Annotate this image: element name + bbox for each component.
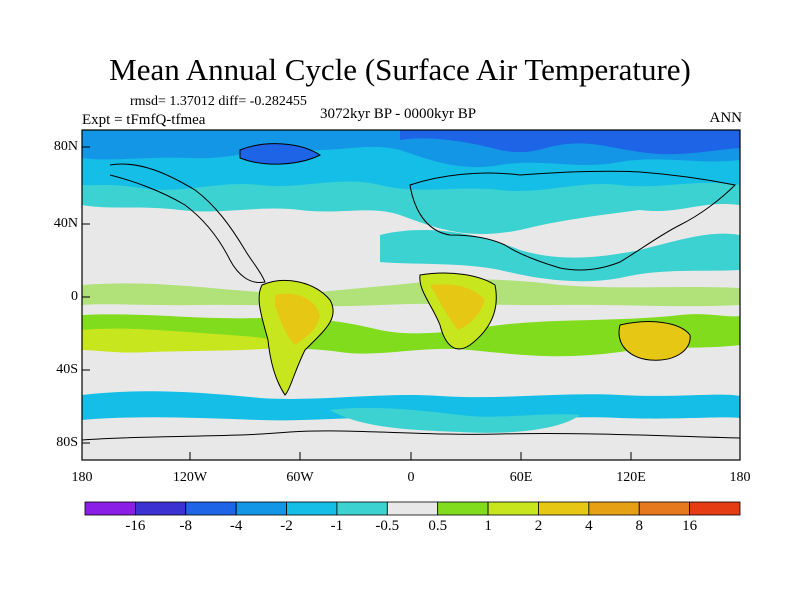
colorbar-label: 0.5 [428,518,448,534]
colorbar-swatch [588,501,640,516]
colorbar-swatch [134,501,187,516]
coastlines [82,143,740,441]
africa-warmer [430,284,485,330]
axis-ticks [82,146,632,460]
antarctic-cool-patch [330,407,580,433]
colorbar-swatch [386,501,439,516]
period-label: 3072kyr BP - 0000kyr BP [320,106,477,122]
lon-label-120w: 120W [172,470,208,485]
arctic-coldest [400,130,740,155]
amazon-warmer [275,293,320,345]
lat-label-80n: 80N [53,139,78,154]
colorbar-swatch [286,501,338,516]
colorbar-swatch [538,501,590,516]
lat-label-80s: 80S [56,435,78,450]
lat-label-0: 0 [71,289,78,304]
lon-label-180e: 180 [729,470,751,485]
colorbar-swatch [235,501,287,516]
colorbar-label: -16 [125,518,146,534]
stats-text: rmsd= 1.37012 diff= -0.282455 [130,94,307,109]
australia-warm [619,321,691,361]
lon-label-0: 0 [407,470,415,485]
colorbar-label: 4 [585,518,593,534]
lat-label-40n: 40N [53,216,78,231]
colorbar-label: 1 [484,518,492,534]
colorbar-label: -0.5 [375,518,400,534]
colorbar-label: -1 [330,518,344,534]
south-pacific-warm [82,328,300,353]
colorbar-swatch [84,501,136,516]
colorbar-label: -4 [229,518,243,534]
midlat-cool [380,230,740,282]
season-label: ANN [709,110,743,126]
colorbar-swatch [638,501,691,516]
colorbar-label: -8 [179,518,193,534]
colorbar-swatch [185,501,237,516]
lon-label-60e: 60E [509,470,533,485]
greenland-cold [240,143,320,165]
colorbar-label: 8 [635,518,643,534]
map-title: Mean Annual Cycle (Surface Air Temperatu… [109,52,691,87]
antarctica-neutral [82,416,740,460]
colorbar-swatch [437,501,489,516]
experiment-label: Expt = tFmfQ-tfmea [82,112,206,128]
colorbar-swatch [487,501,539,516]
lon-label-60w: 60W [286,470,314,485]
anomaly-field [82,130,740,460]
lon-label-120e: 120E [616,470,646,485]
colorbar-label: 16 [682,518,698,534]
colorbar-swatch [336,501,388,516]
lon-label-180w: 180 [71,470,93,485]
colorbar-label: 2 [534,518,543,534]
lat-label-40s: 40S [56,362,78,377]
colorbar-label: -2 [280,518,293,534]
equatorial-warm [82,279,740,307]
colorbar [84,501,741,516]
colorbar-swatch [689,501,741,516]
